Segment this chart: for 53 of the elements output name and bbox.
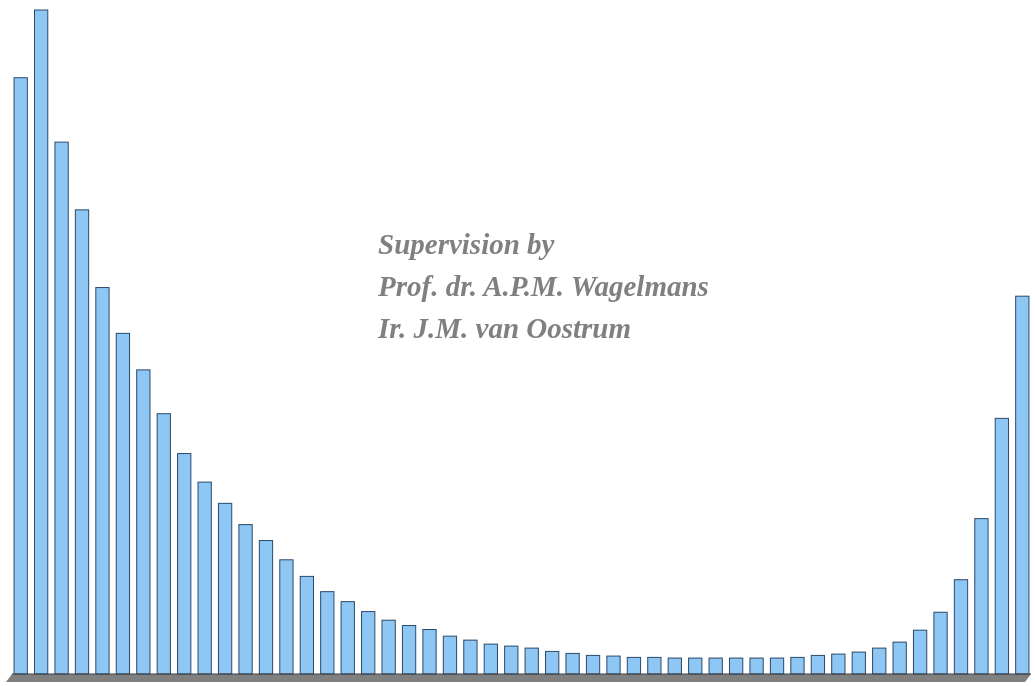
bar <box>504 645 519 675</box>
annotation: Supervision by <box>378 228 555 260</box>
bar <box>708 657 723 675</box>
bar <box>728 657 744 675</box>
bar <box>320 591 335 675</box>
bar <box>156 413 171 675</box>
bar <box>769 657 785 675</box>
bar <box>483 643 498 675</box>
bar <box>565 652 580 675</box>
annotation: Ir. J.M. van Oostrum <box>377 312 632 344</box>
bar <box>912 629 928 675</box>
bar <box>1015 295 1030 675</box>
bar <box>361 611 376 675</box>
bar <box>994 417 1010 675</box>
bar <box>381 619 396 675</box>
bar <box>667 657 682 675</box>
bar <box>872 647 887 675</box>
annotation: Prof. dr. A.P.M. Wagelmans <box>377 270 709 302</box>
bar <box>647 656 662 675</box>
bar <box>892 641 907 675</box>
bar <box>95 287 110 675</box>
bar <box>463 639 478 675</box>
bar <box>74 209 90 675</box>
bar <box>217 502 233 675</box>
bar <box>606 655 621 675</box>
bar <box>442 635 458 675</box>
bar <box>238 524 253 675</box>
bar <box>974 518 989 675</box>
bar <box>933 611 948 675</box>
bar <box>810 654 826 675</box>
bar <box>585 654 601 675</box>
bar <box>790 656 805 675</box>
bar <box>136 369 151 675</box>
bar <box>401 625 417 675</box>
bar <box>279 559 294 675</box>
bar <box>258 540 274 675</box>
bar <box>422 629 437 675</box>
bar <box>851 651 866 675</box>
bar <box>626 656 642 675</box>
bar <box>953 579 969 675</box>
bar <box>299 575 315 675</box>
bar <box>524 647 539 675</box>
bar <box>177 453 192 675</box>
bar <box>749 657 764 675</box>
bar <box>54 141 69 675</box>
bar <box>13 77 28 675</box>
bar <box>197 481 212 675</box>
bar <box>115 332 131 675</box>
bar <box>831 653 846 675</box>
bar <box>33 9 49 675</box>
bar <box>545 650 560 675</box>
bar <box>340 601 355 675</box>
bar <box>688 657 703 675</box>
